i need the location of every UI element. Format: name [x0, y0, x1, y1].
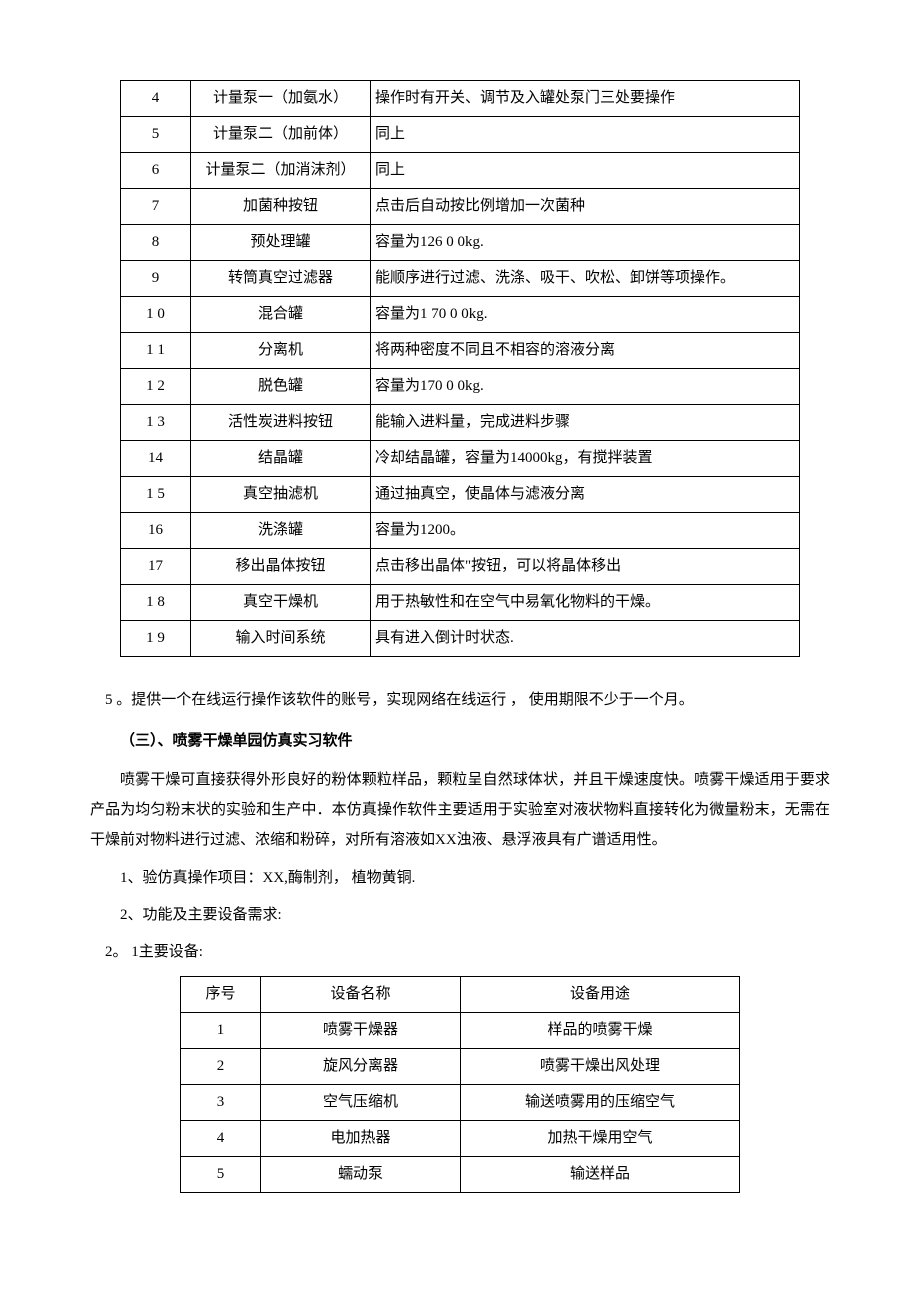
- equipment-purpose: 输送样品: [461, 1157, 740, 1193]
- equipment-name: 移出晶体按钮: [191, 549, 371, 585]
- row-number: 2: [181, 1049, 261, 1085]
- equipment-table-1: 4计量泵一（加氨水）操作时有开关、调节及入罐处泵门三处要操作5计量泵二（加前体）…: [120, 80, 800, 657]
- equipment-name: 混合罐: [191, 297, 371, 333]
- table-row: 14结晶罐冷却结晶罐，容量为14000kg，有搅拌装置: [121, 441, 800, 477]
- equipment-name: 计量泵一（加氨水）: [191, 81, 371, 117]
- table-header-row: 序号设备名称设备用途: [181, 977, 740, 1013]
- equipment-description: 容量为170 0 0kg.: [371, 369, 800, 405]
- equipment-description: 同上: [371, 117, 800, 153]
- list-item-1: 1、验仿真操作项目：XX,酶制剂， 植物黄铜.: [90, 865, 830, 892]
- section-3-title: （三）、喷雾干燥单园仿真实习软件: [90, 728, 830, 755]
- table-row: 5计量泵二（加前体）同上: [121, 117, 800, 153]
- equipment-purpose: 喷雾干燥出风处理: [461, 1049, 740, 1085]
- table-row: 5蠕动泵输送样品: [181, 1157, 740, 1193]
- list-item-2-1: 2。 1主要设备:: [105, 939, 830, 966]
- equipment-description: 将两种密度不同且不相容的溶液分离: [371, 333, 800, 369]
- equipment-name: 空气压缩机: [261, 1085, 461, 1121]
- row-number: 1 2: [121, 369, 191, 405]
- equipment-description: 具有进入倒计时状态.: [371, 621, 800, 657]
- equipment-description: 点击移出晶体"按钮，可以将晶体移出: [371, 549, 800, 585]
- equipment-name: 蠕动泵: [261, 1157, 461, 1193]
- paragraph-5: 5 。提供一个在线运行操作该软件的账号，实现网络在线运行 ， 使用期限不少于一个…: [105, 687, 830, 714]
- row-number: 14: [121, 441, 191, 477]
- equipment-description: 通过抽真空，使晶体与滤液分离: [371, 477, 800, 513]
- table-row: 2旋风分离器喷雾干燥出风处理: [181, 1049, 740, 1085]
- column-header: 设备用途: [461, 977, 740, 1013]
- table-row: 1 8真空干燥机用于热敏性和在空气中易氧化物料的干燥。: [121, 585, 800, 621]
- equipment-name: 洗涤罐: [191, 513, 371, 549]
- row-number: 3: [181, 1085, 261, 1121]
- list-item-2: 2、功能及主要设备需求:: [90, 902, 830, 929]
- row-number: 1 1: [121, 333, 191, 369]
- equipment-name: 转筒真空过滤器: [191, 261, 371, 297]
- equipment-name: 输入时间系统: [191, 621, 371, 657]
- equipment-description: 冷却结晶罐，容量为14000kg，有搅拌装置: [371, 441, 800, 477]
- equipment-description: 点击后自动按比例增加一次菌种: [371, 189, 800, 225]
- equipment-name: 喷雾干燥器: [261, 1013, 461, 1049]
- row-number: 1 0: [121, 297, 191, 333]
- equipment-name: 电加热器: [261, 1121, 461, 1157]
- table-row: 3空气压缩机输送喷雾用的压缩空气: [181, 1085, 740, 1121]
- row-number: 1 9: [121, 621, 191, 657]
- row-number: 6: [121, 153, 191, 189]
- equipment-name: 结晶罐: [191, 441, 371, 477]
- equipment-description: 用于热敏性和在空气中易氧化物料的干燥。: [371, 585, 800, 621]
- equipment-name: 计量泵二（加前体）: [191, 117, 371, 153]
- equipment-description: 能顺序进行过滤、洗涤、吸干、吹松、卸饼等项操作。: [371, 261, 800, 297]
- table-row: 1 5真空抽滤机通过抽真空，使晶体与滤液分离: [121, 477, 800, 513]
- table-row: 1 9输入时间系统具有进入倒计时状态.: [121, 621, 800, 657]
- equipment-name: 分离机: [191, 333, 371, 369]
- equipment-name: 脱色罐: [191, 369, 371, 405]
- equipment-description: 能输入进料量，完成进料步骤: [371, 405, 800, 441]
- row-number: 16: [121, 513, 191, 549]
- equipment-name: 计量泵二（加消沫剂）: [191, 153, 371, 189]
- row-number: 8: [121, 225, 191, 261]
- equipment-purpose: 加热干燥用空气: [461, 1121, 740, 1157]
- column-header: 设备名称: [261, 977, 461, 1013]
- table-row: 1 2脱色罐容量为170 0 0kg.: [121, 369, 800, 405]
- table-row: 9转筒真空过滤器 能顺序进行过滤、洗涤、吸干、吹松、卸饼等项操作。: [121, 261, 800, 297]
- row-number: 5: [121, 117, 191, 153]
- table-row: 1喷雾干燥器样品的喷雾干燥: [181, 1013, 740, 1049]
- row-number: 1 3: [121, 405, 191, 441]
- table-row: 6计量泵二（加消沫剂）同上: [121, 153, 800, 189]
- section-3-body: 喷雾干燥可直接获得外形良好的粉体颗粒样品，颗粒呈自然球体状，并且干燥速度快。喷雾…: [90, 765, 830, 855]
- row-number: 9: [121, 261, 191, 297]
- row-number: 1 8: [121, 585, 191, 621]
- table-row: 4电加热器加热干燥用空气: [181, 1121, 740, 1157]
- equipment-table-2: 序号设备名称设备用途1喷雾干燥器样品的喷雾干燥2旋风分离器喷雾干燥出风处理3空气…: [180, 976, 740, 1193]
- equipment-description: 操作时有开关、调节及入罐处泵门三处要操作: [371, 81, 800, 117]
- table-row: 1 3活性炭进料按钮能输入进料量，完成进料步骤: [121, 405, 800, 441]
- equipment-name: 活性炭进料按钮: [191, 405, 371, 441]
- row-number: 17: [121, 549, 191, 585]
- row-number: 4: [181, 1121, 261, 1157]
- row-number: 5: [181, 1157, 261, 1193]
- column-header: 序号: [181, 977, 261, 1013]
- equipment-description: 容量为1 70 0 0kg.: [371, 297, 800, 333]
- equipment-name: 预处理罐: [191, 225, 371, 261]
- row-number: 7: [121, 189, 191, 225]
- equipment-purpose: 输送喷雾用的压缩空气: [461, 1085, 740, 1121]
- table-row: 8预处理罐容量为126 0 0kg.: [121, 225, 800, 261]
- table-row: 16洗涤罐容量为1200。: [121, 513, 800, 549]
- table-row: 1 1分离机 将两种密度不同且不相容的溶液分离: [121, 333, 800, 369]
- table-row: 17移出晶体按钮点击移出晶体"按钮，可以将晶体移出: [121, 549, 800, 585]
- row-number: 1 5: [121, 477, 191, 513]
- equipment-description: 容量为1200。: [371, 513, 800, 549]
- equipment-name: 真空干燥机: [191, 585, 371, 621]
- equipment-name: 真空抽滤机: [191, 477, 371, 513]
- row-number: 1: [181, 1013, 261, 1049]
- equipment-name: 加菌种按钮: [191, 189, 371, 225]
- equipment-purpose: 样品的喷雾干燥: [461, 1013, 740, 1049]
- table-row: 4计量泵一（加氨水）操作时有开关、调节及入罐处泵门三处要操作: [121, 81, 800, 117]
- row-number: 4: [121, 81, 191, 117]
- equipment-description: 容量为126 0 0kg.: [371, 225, 800, 261]
- table-row: 1 0混合罐容量为1 70 0 0kg.: [121, 297, 800, 333]
- equipment-description: 同上: [371, 153, 800, 189]
- equipment-name: 旋风分离器: [261, 1049, 461, 1085]
- table-row: 7加菌种按钮点击后自动按比例增加一次菌种: [121, 189, 800, 225]
